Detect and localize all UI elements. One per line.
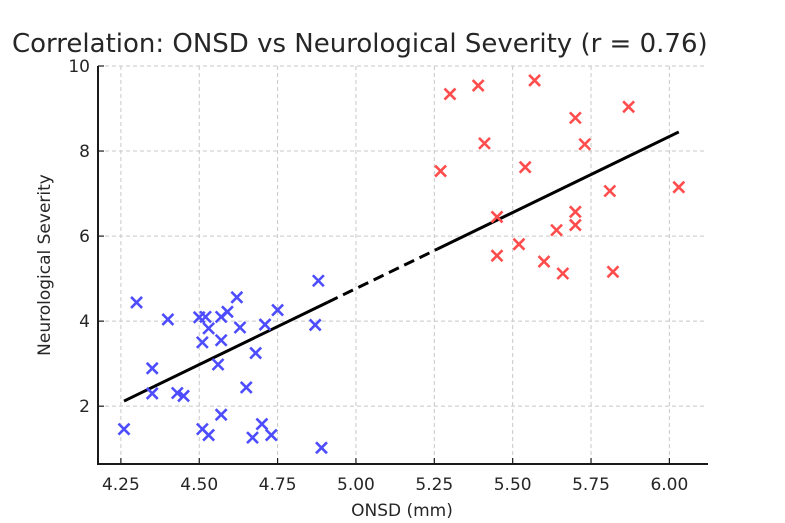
data-point-blue (230, 290, 244, 304)
data-point-red (537, 255, 551, 269)
axes (97, 66, 708, 465)
data-point-blue (258, 318, 272, 331)
data-point-blue (271, 303, 285, 317)
data-point-red (434, 164, 448, 178)
y-tick-label: 10 (68, 57, 90, 77)
data-point-blue (130, 295, 143, 309)
data-points (117, 74, 686, 455)
data-point-red (490, 249, 504, 263)
data-point-red (471, 79, 485, 92)
data-point-blue (239, 381, 253, 394)
data-point-blue (308, 318, 322, 332)
data-point-blue (246, 431, 259, 445)
data-point-blue (249, 346, 263, 360)
x-axis-label: ONSD (mm) (351, 501, 453, 521)
data-point-red (528, 74, 542, 87)
data-point-blue (315, 441, 328, 455)
data-point-blue (214, 333, 228, 347)
y-axis-label: Neurological Severity (35, 174, 55, 356)
data-point-blue (264, 428, 278, 442)
data-point-blue (255, 417, 269, 431)
y-tick-label: 6 (79, 227, 90, 247)
x-tick-label: 5.25 (415, 475, 453, 495)
data-point-red (518, 160, 532, 174)
data-point-red (556, 267, 570, 280)
x-tick-label: 5.75 (572, 475, 610, 495)
x-tick-label: 4.25 (102, 475, 140, 495)
x-tick-label: 6.00 (650, 475, 688, 495)
data-point-red (603, 184, 617, 198)
x-tick-label: 5.00 (337, 475, 375, 495)
trend-line-segment-high (436, 130, 680, 251)
data-point-red (550, 223, 563, 237)
data-point-blue (233, 321, 247, 334)
data-point-blue (199, 310, 212, 324)
trend-line-segment-gap (327, 247, 439, 304)
data-point-red (443, 87, 457, 101)
data-point-blue (170, 386, 184, 400)
data-point-red (490, 210, 504, 224)
data-point-red (568, 111, 582, 125)
data-point-blue (202, 428, 216, 442)
data-point-red (568, 218, 582, 232)
chart-title: Correlation: ONSD vs Neurological Severi… (12, 29, 708, 59)
data-point-blue (221, 305, 234, 319)
trend-line-segment-low (123, 300, 329, 403)
data-point-red (568, 205, 582, 219)
data-point-red (512, 237, 526, 251)
y-tick-label: 4 (79, 312, 90, 332)
data-point-blue (117, 422, 131, 436)
y-tick-label: 2 (79, 397, 90, 417)
ticks: 4.25 4.50 4.75 5.00 5.25 5.50 5.75 6.00 2 4 6 8 10 (68, 57, 688, 495)
data-point-red (672, 180, 686, 194)
data-point-red (578, 137, 592, 151)
grid (98, 65, 707, 464)
data-point-blue (145, 361, 159, 375)
data-point-blue (161, 313, 175, 326)
data-point-blue (311, 274, 325, 288)
x-tick-label: 4.75 (259, 475, 297, 495)
data-point-blue (145, 386, 159, 400)
data-point-blue (211, 358, 225, 371)
data-point-red (622, 100, 636, 114)
trend-line (123, 130, 680, 403)
data-point-blue (195, 335, 209, 349)
data-point-red (606, 265, 620, 279)
x-tick-label: 5.50 (494, 475, 532, 495)
data-point-red (478, 136, 491, 150)
x-tick-label: 4.50 (180, 475, 218, 495)
data-point-blue (214, 408, 228, 422)
data-point-blue (177, 389, 190, 403)
data-point-blue (202, 321, 216, 335)
y-tick-label: 8 (79, 142, 90, 162)
